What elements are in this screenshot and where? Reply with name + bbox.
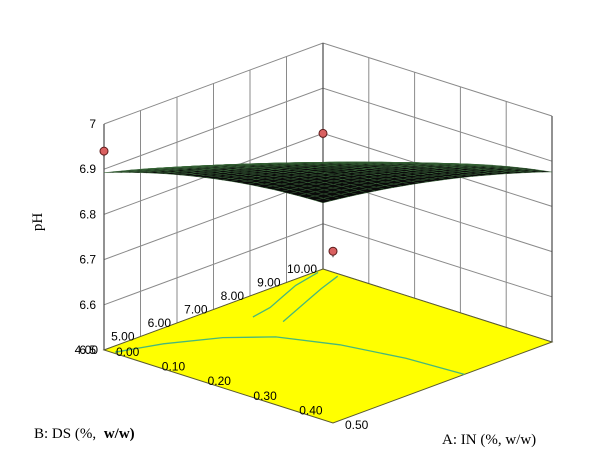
a-axis-title: A: IN (%, w/w) [442, 432, 536, 448]
b-tick-label: 6.00 [148, 316, 172, 330]
design-point-1 [318, 128, 328, 138]
design-point-0 [328, 246, 338, 256]
b-tick-label: 7.00 [184, 303, 208, 317]
floor-contour-1 [282, 275, 339, 323]
b-axis-title: B: DS (%, w/w) [34, 426, 135, 442]
z-tick-label: 6.9 [79, 162, 96, 176]
b-tick-label: 5.00 [111, 330, 135, 344]
surface-cell [324, 170, 342, 174]
z-tick-label: 6.6 [79, 298, 96, 312]
a-tick-label: 0.40 [299, 403, 323, 417]
floor-contour-0 [252, 271, 319, 318]
floor-plane [102, 268, 554, 424]
wall-hgrid [103, 42, 553, 125]
b-axis-title-bold: w/w) [104, 426, 135, 442]
a-tick-label: 0.10 [162, 360, 186, 374]
floor-contour-2 [114, 336, 465, 376]
b-tick-label: 9.00 [257, 276, 281, 290]
design-points [99, 128, 338, 258]
a-tick-label: 0.00 [116, 345, 140, 359]
wall-hgrid [103, 87, 553, 170]
response-surface [103, 161, 553, 204]
design-point-2 [99, 146, 109, 156]
z-tick-label: 6.7 [79, 253, 96, 267]
b-axis-title-main: B: DS (%, [34, 426, 96, 442]
z-tick-label: 6.5 [79, 343, 96, 357]
floor-surface [102, 268, 554, 424]
tick-labels: 6.5 6.6 6.7 6.8 6.9 7 4.00 5.00 6.00 7.00 8.00 9.00… [75, 117, 369, 432]
b-tick-label: 10.00 [287, 262, 317, 276]
a-tick-label: 0.20 [208, 374, 232, 388]
b-tick-label: 4.00 [75, 343, 99, 357]
z-tick-label: 6.8 [79, 207, 96, 221]
z-tick-label: 7 [89, 117, 96, 131]
z-axis-title: pH [30, 213, 46, 232]
b-tick-label: 8.00 [221, 289, 245, 303]
a-tick-label: 0.50 [345, 418, 369, 432]
a-tick-label: 0.30 [253, 389, 277, 403]
